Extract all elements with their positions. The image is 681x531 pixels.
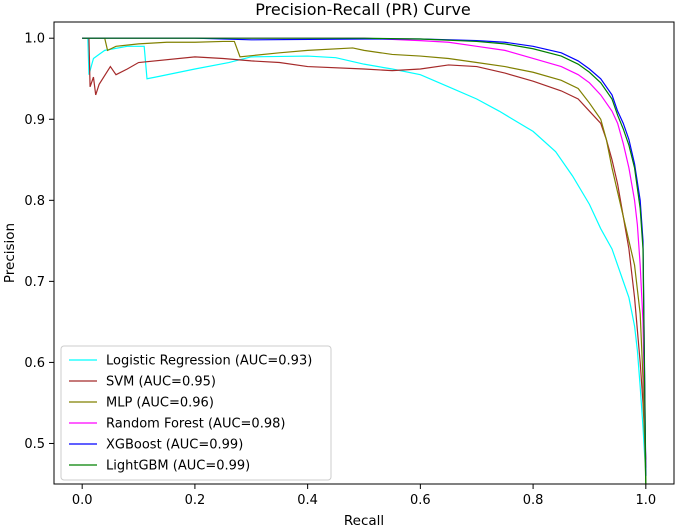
y-axis: 0.5 0.6 0.7 0.8 0.9 1.0	[24, 32, 54, 452]
x-tick-label: 0.0	[72, 493, 93, 508]
series-line-3	[82, 37, 647, 484]
legend-label: LightGBM (AUC=0.99)	[106, 459, 250, 474]
x-tick-label: 0.6	[410, 493, 431, 508]
x-axis: 0.0 0.2 0.4 0.6 0.8 1.0	[72, 484, 656, 508]
series-line-4	[82, 37, 647, 468]
y-tick-label: 0.8	[24, 194, 45, 209]
plot-frame	[53, 21, 675, 485]
y-tick-label: 0.7	[24, 275, 45, 290]
series-line-6	[82, 37, 647, 484]
legend-label: SVM (AUC=0.95)	[106, 375, 216, 390]
legend-label: XGBoost (AUC=0.99)	[106, 438, 243, 453]
x-tick-label: 0.8	[523, 493, 544, 508]
y-tick-label: 1.0	[24, 32, 45, 47]
y-tick-label: 0.5	[24, 437, 45, 452]
plot-area	[82, 37, 647, 484]
y-tick-label: 0.6	[24, 356, 45, 371]
chart-title: Precision-Recall (PR) Curve	[255, 0, 471, 19]
legend-label: MLP (AUC=0.96)	[106, 396, 214, 411]
x-tick-label: 0.2	[185, 493, 206, 508]
x-axis-label: Recall	[344, 513, 384, 529]
legend: Logistic Regression (AUC=0.93) SVM (AUC=0…	[60, 345, 332, 481]
x-tick-label: 1.0	[635, 493, 656, 508]
series-line-5	[82, 37, 647, 476]
series-line-2	[82, 37, 647, 460]
legend-box	[60, 345, 332, 481]
y-tick-label: 0.9	[24, 113, 45, 128]
y-axis-label: Precision	[2, 223, 18, 283]
legend-label: Random Forest (AUC=0.98)	[106, 417, 285, 432]
series-line-1	[82, 37, 647, 476]
x-tick-label: 0.4	[297, 493, 318, 508]
legend-label: Logistic Regression (AUC=0.93)	[106, 354, 312, 369]
